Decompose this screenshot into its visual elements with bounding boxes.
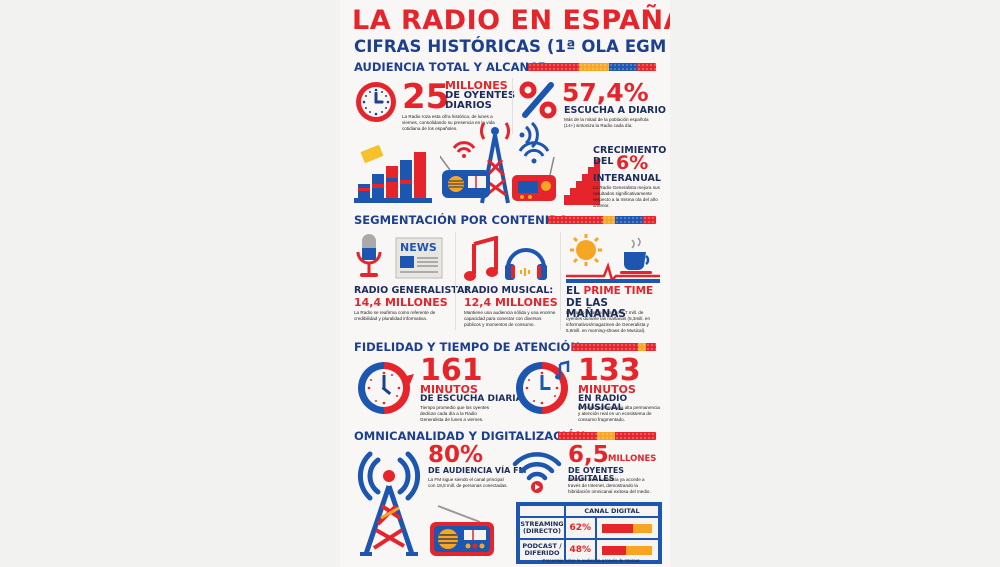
- growth-description: La Radio Generalista mejora sus resultad…: [593, 185, 660, 208]
- stat-25-value: 25: [402, 77, 450, 117]
- digital-label: DE OYENTES DIGITALES: [568, 466, 625, 484]
- column-divider: [560, 232, 561, 330]
- stat-57-value: 57,4%: [562, 78, 649, 107]
- percent-icon: [518, 80, 558, 120]
- minutes-133-value: 133: [578, 353, 641, 388]
- subtitle: CIFRAS HISTÓRICAS (1ª OLA EGM 2026): [354, 37, 670, 56]
- table-header-empty: [520, 506, 564, 516]
- brick-divider: [558, 432, 656, 440]
- column-divider: [455, 232, 456, 330]
- clock-icon: [354, 80, 398, 124]
- section-title-omnicanalidad: OMNICANALIDAD Y DIGITALIZACIÓN: [354, 429, 586, 443]
- radios-tower-illustration: [435, 115, 570, 210]
- main-title: LA RADIO EN ESPAÑA:: [352, 5, 670, 36]
- minutes-133-description: La música genera una alta permanencia y …: [578, 405, 660, 422]
- digital-value: 6,5: [568, 442, 609, 468]
- generalista-description: La Radio se reafirma como referente de c…: [354, 310, 436, 321]
- growth-label-prefix: DEL: [593, 156, 614, 167]
- generalista-label: RADIO GENERALISTA:: [354, 285, 469, 296]
- minutes-161-value: 161: [420, 353, 483, 388]
- growth-label-3: INTERANUAL: [593, 173, 661, 184]
- row-bar: [596, 518, 658, 538]
- fm-value: 80%: [428, 442, 484, 468]
- row-label: DIFERIDO: [524, 549, 560, 557]
- minutes-133-label: EN RADIO MUSICAL: [578, 394, 628, 414]
- brick-divider: [572, 343, 656, 351]
- row-label: PODCAST /: [522, 541, 562, 550]
- minutes-161-unit: MINUTOS: [420, 383, 478, 396]
- clock-music-icon: [512, 358, 572, 418]
- stat-25-label-1: DE OYENTES: [445, 90, 516, 101]
- growth-label-1: CRECIMIENTO: [593, 145, 667, 156]
- microphone-news-icon: NEWS: [354, 232, 444, 282]
- stairs-chart-icon: [562, 150, 602, 205]
- musical-value: 12,4 MILLONES: [464, 296, 558, 309]
- column-divider: [512, 78, 513, 134]
- section-title-audiencia: AUDIENCIA TOTAL Y ALCANCE: [354, 60, 546, 74]
- table-row: STREAMING (DIRECTO) 62%: [520, 518, 658, 538]
- musical-description: Mantiene una audiencia sólida y una enor…: [464, 310, 556, 327]
- stat-25-description: La Radio roza esta cifra histórica, de l…: [402, 114, 495, 131]
- section-title-segmentacion: SEGMENTACIÓN POR CONTENIDO: [354, 213, 569, 227]
- stat-25-unit: MILLONES: [445, 79, 508, 92]
- musical-label: RADIO MUSICAL:: [464, 285, 554, 296]
- minutes-161-label: DE ESCUCHA DIARIA: [420, 394, 523, 404]
- music-headphones-icon: [464, 235, 554, 284]
- antenna-tower-icon: [352, 446, 427, 561]
- brick-divider: [548, 216, 656, 224]
- prime-time-highlight: PRIME TIME: [583, 285, 654, 297]
- sun-coffee-icon: [566, 232, 661, 284]
- generalista-value: 14,4 MILLONES: [354, 296, 448, 309]
- table-row: PODCAST / DIFERIDO 48%: [520, 540, 658, 560]
- fm-label: DE AUDIENCIA VÍA FM: [428, 466, 527, 475]
- prime-time-description: La Radio alcanza picos de 6,7 mill. de o…: [566, 310, 651, 333]
- section-title-fidelidad: FIDELIDAD Y TIEMPO DE ATENCIÓN: [354, 340, 580, 354]
- digital-unit: MILLONES: [608, 454, 657, 464]
- row-label: STREAMING: [520, 519, 564, 528]
- canal-digital-table: CANAL DIGITAL STREAMING (DIRECTO) 62% POD…: [516, 502, 662, 564]
- minutes-161-description: Tiempo promedio que los oyentes dedican …: [420, 405, 490, 422]
- row-value: 48%: [566, 540, 595, 560]
- minutes-133-unit: MINUTOS: [578, 383, 636, 396]
- prime-time-label-2: DE LAS MAÑANAS: [566, 297, 626, 321]
- table-header: CANAL DIGITAL: [566, 506, 658, 516]
- table-caption: Porcentaje sobre la audiencia a través d…: [542, 558, 640, 563]
- brick-divider: [528, 63, 656, 71]
- stat-25-label-2: DIARIOS: [445, 100, 492, 111]
- clock-arrow-icon: [354, 358, 414, 418]
- row-value: 62%: [566, 518, 595, 538]
- stat-57-description: Más de la mitad de la población española…: [564, 117, 649, 128]
- prime-time-prefix: EL: [566, 285, 580, 297]
- fm-description: La FM sigue siendo el canal principal co…: [428, 477, 508, 488]
- vintage-radio-icon: [428, 500, 498, 560]
- infographic-page: LA RADIO EN ESPAÑA: CIFRAS HISTÓRICAS (1…: [340, 0, 670, 567]
- bar-chart-bricks-icon: [354, 140, 434, 205]
- svg-text:NEWS: NEWS: [400, 241, 437, 254]
- stat-57-label: ESCUCHA A DIARIO: [564, 105, 666, 116]
- wifi-play-icon: [512, 448, 562, 494]
- row-label: (DIRECTO): [523, 527, 561, 535]
- row-bar: [596, 540, 658, 560]
- growth-value: 6%: [616, 152, 649, 174]
- digital-description: El 26,1% de la audiencia ya accede a tra…: [568, 477, 651, 494]
